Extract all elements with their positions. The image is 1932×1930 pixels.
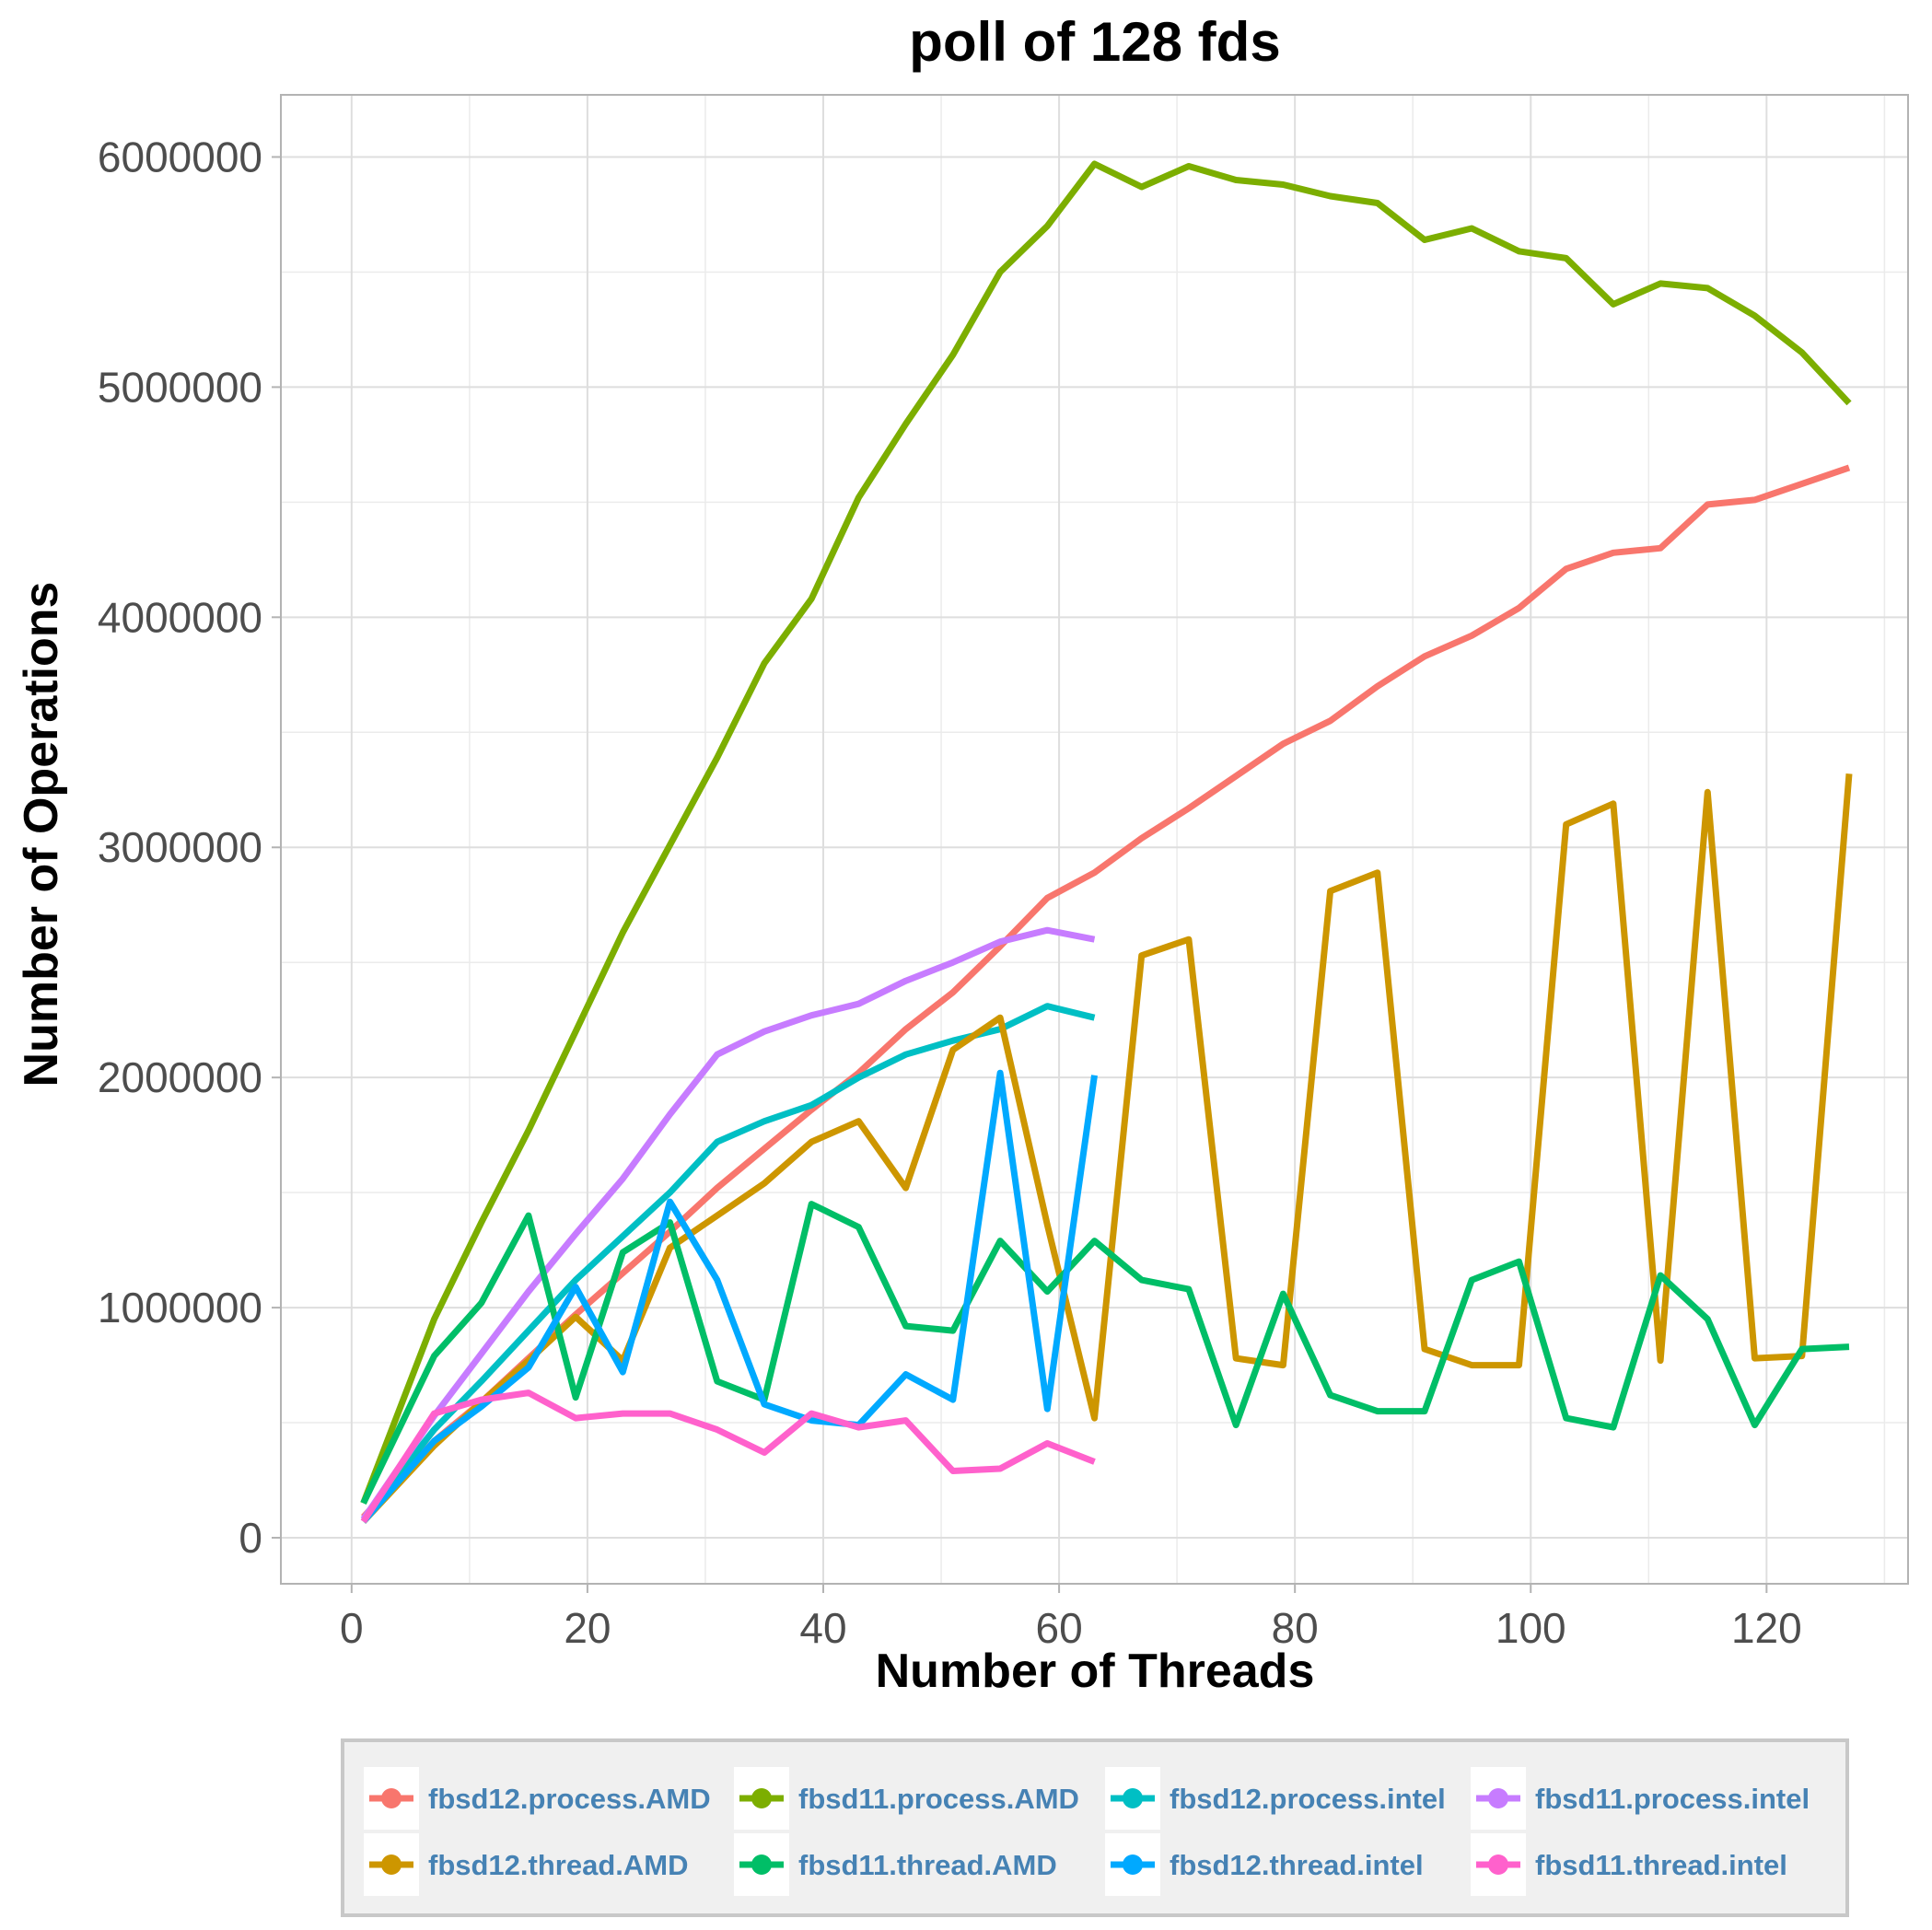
y-tick-label: 5000000: [98, 363, 262, 411]
legend-key-dot: [751, 1854, 772, 1875]
series-line-fbsd12.thread.intel: [360, 1069, 1098, 1524]
legend-key-dot: [381, 1854, 402, 1875]
series-line-fbsd12.thread.AMD: [361, 773, 1853, 1524]
plot-panel-border: [280, 94, 1909, 1585]
series-line-fbsd11.thread.intel: [360, 1389, 1096, 1524]
y-tick-labels: 0 1000000 2000000 3000000 4000000 5000000 6000…: [98, 133, 262, 1562]
legend-key-dot: [751, 1788, 772, 1808]
legend-box: [341, 1738, 1849, 1917]
series-line-fbsd11.thread.AMD: [360, 1201, 1850, 1506]
x-tick-labels: 0 20 40 60 80 100 120: [340, 1604, 1802, 1652]
series-line-fbsd11.process.intel: [360, 926, 1096, 1521]
x-tick-label: 0: [340, 1604, 364, 1652]
y-tick-label: 1000000: [98, 1284, 262, 1331]
legend-label: fbsd12.thread.intel: [1170, 1849, 1424, 1881]
legend-key-dot: [381, 1788, 402, 1808]
y-tick-label: 3000000: [98, 823, 262, 871]
legend-label: fbsd11.thread.intel: [1535, 1849, 1787, 1881]
legend-key-dot: [1488, 1788, 1508, 1808]
x-tick-label: 80: [1272, 1604, 1319, 1652]
legend-label: fbsd12.thread.AMD: [428, 1849, 688, 1881]
x-tick-label: 40: [799, 1604, 846, 1652]
series-line-fbsd11.process.AMD: [360, 160, 1852, 1505]
y-tick-label: 2000000: [98, 1053, 262, 1101]
x-axis-title: Number of Threads: [876, 1645, 1315, 1698]
x-tick-label: 100: [1496, 1604, 1566, 1652]
x-tick-label: 120: [1731, 1604, 1802, 1652]
legend-label: fbsd11.process.intel: [1535, 1783, 1810, 1815]
legend: fbsd12.process.AMD fbsd11.process.AMD fbsd…: [341, 1738, 1849, 1917]
legend-key-dot: [1123, 1854, 1143, 1875]
legend-label: fbsd11.process.AMD: [798, 1783, 1079, 1815]
series-lines: [360, 160, 1853, 1524]
legend-key-dot: [1488, 1854, 1508, 1875]
chart-title: poll of 128 fds: [909, 11, 1280, 73]
series-line-fbsd12.process.AMD: [361, 464, 1851, 1519]
series-line-fbsd12.process.intel: [360, 1003, 1096, 1522]
axis-ticks: [272, 156, 1768, 1593]
y-tick-label: 4000000: [98, 593, 262, 641]
y-tick-label: 6000000: [98, 133, 262, 180]
legend-label: fbsd12.process.intel: [1170, 1783, 1446, 1815]
legend-key-dot: [1123, 1788, 1143, 1808]
legend-items: fbsd12.process.AMD fbsd11.process.AMD fbsd…: [364, 1767, 1810, 1896]
minor-gridlines: [281, 95, 1908, 1584]
y-axis-title: Number of Operations: [15, 582, 68, 1087]
y-tick-label: 0: [239, 1514, 262, 1562]
legend-label: fbsd12.process.AMD: [428, 1783, 711, 1815]
x-tick-label: 20: [564, 1604, 611, 1652]
x-tick-label: 60: [1036, 1604, 1083, 1652]
legend-label: fbsd11.thread.AMD: [798, 1849, 1057, 1881]
